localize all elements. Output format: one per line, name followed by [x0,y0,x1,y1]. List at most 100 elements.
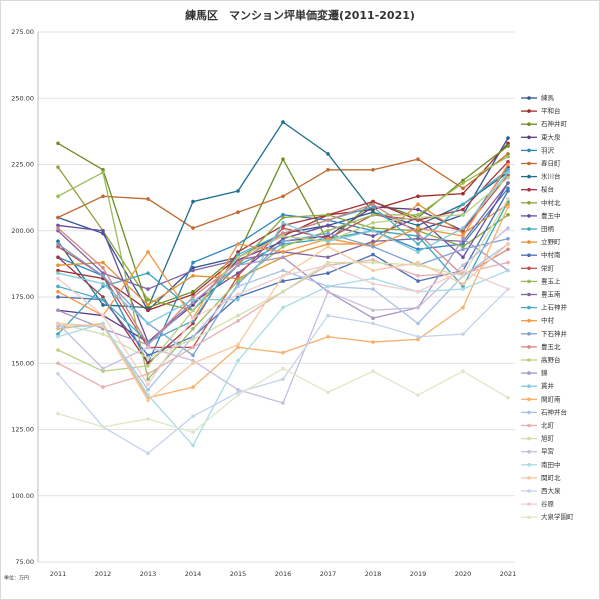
point-marker [281,221,285,225]
point-marker [371,276,375,281]
legend-label: 大泉学園町 [541,512,574,521]
point-marker [146,393,150,397]
point-marker [56,263,60,268]
legend-marker [527,423,531,428]
point-marker [371,244,375,249]
point-marker [461,228,465,233]
legend-label: 南田中 [541,460,561,469]
point-marker [101,324,105,328]
point-marker [416,250,420,254]
point-marker [326,260,330,265]
point-marker [416,242,420,246]
legend-marker [527,397,531,402]
point-marker [281,305,285,310]
point-marker [191,327,195,331]
legend-marker [527,161,531,166]
point-marker [146,387,150,392]
point-marker [326,234,330,238]
point-marker [101,274,105,278]
point-marker [416,260,420,265]
unit-note: 単位：万円 [4,575,29,582]
legend-marker [527,502,531,506]
point-marker [236,393,240,397]
point-marker [191,289,195,294]
point-marker [56,289,60,294]
point-marker [326,218,330,222]
x-tick-label: 2021 [500,570,517,578]
point-marker [506,136,510,140]
legend-marker [527,187,531,192]
point-marker [146,356,150,360]
point-marker [101,385,105,389]
point-marker [191,345,195,350]
point-marker [506,181,510,185]
point-marker [281,231,285,236]
point-marker [56,308,60,313]
y-tick-label: 150.00 [11,359,34,367]
point-marker [101,228,105,233]
point-marker [326,271,330,275]
point-marker [146,287,150,291]
point-marker [101,366,105,371]
point-marker [56,276,60,281]
legend-marker [527,305,531,310]
point-marker [101,271,105,275]
point-marker [326,236,330,241]
point-marker [506,202,510,207]
point-marker [281,215,285,220]
point-marker [236,358,240,363]
point-marker [461,191,465,196]
point-marker [371,226,375,230]
legend-label: 中村南 [541,250,561,259]
legend-marker [527,463,531,467]
y-tick-label: 125.00 [11,426,34,434]
point-marker [191,303,195,307]
point-marker [416,157,420,161]
legend-marker [527,358,531,362]
point-marker [56,223,60,228]
point-marker [191,361,195,366]
point-marker [326,289,330,294]
y-tick-label: 250.00 [11,94,34,102]
legend-label: 高野台 [541,355,561,364]
point-marker [236,297,240,302]
legend-label: 貫井 [541,381,555,390]
point-marker [416,289,420,294]
point-marker [101,295,105,299]
point-marker [416,207,420,212]
point-marker [236,281,240,286]
point-marker [461,287,465,291]
point-marker [236,342,240,347]
point-marker [506,168,510,172]
point-marker [506,162,510,167]
legend-label: 早宮 [541,447,554,456]
point-marker [326,213,330,217]
legend-label: 関町北 [541,474,561,482]
point-marker [371,308,375,313]
point-marker [416,231,420,236]
point-marker [371,260,375,265]
point-marker [416,263,420,268]
point-marker [281,239,285,244]
y-tick-label: 200.00 [11,227,34,235]
point-marker [101,321,105,326]
legend-marker [527,436,531,441]
point-marker [281,350,285,355]
legend-label: 豊玉上 [541,276,561,285]
legend-label: 中村 [541,316,555,325]
point-marker [191,430,195,434]
point-marker [281,120,285,124]
legend-label: 下石神井 [541,329,568,338]
point-marker [326,223,330,228]
point-marker [146,345,150,350]
point-marker [191,295,195,299]
point-marker [101,168,105,172]
point-marker [56,271,60,275]
point-marker [506,197,510,201]
point-marker [326,334,330,339]
point-marker [101,313,105,318]
legend-marker [527,96,531,100]
point-marker [506,236,510,241]
point-marker [236,387,240,392]
point-marker [146,271,150,275]
